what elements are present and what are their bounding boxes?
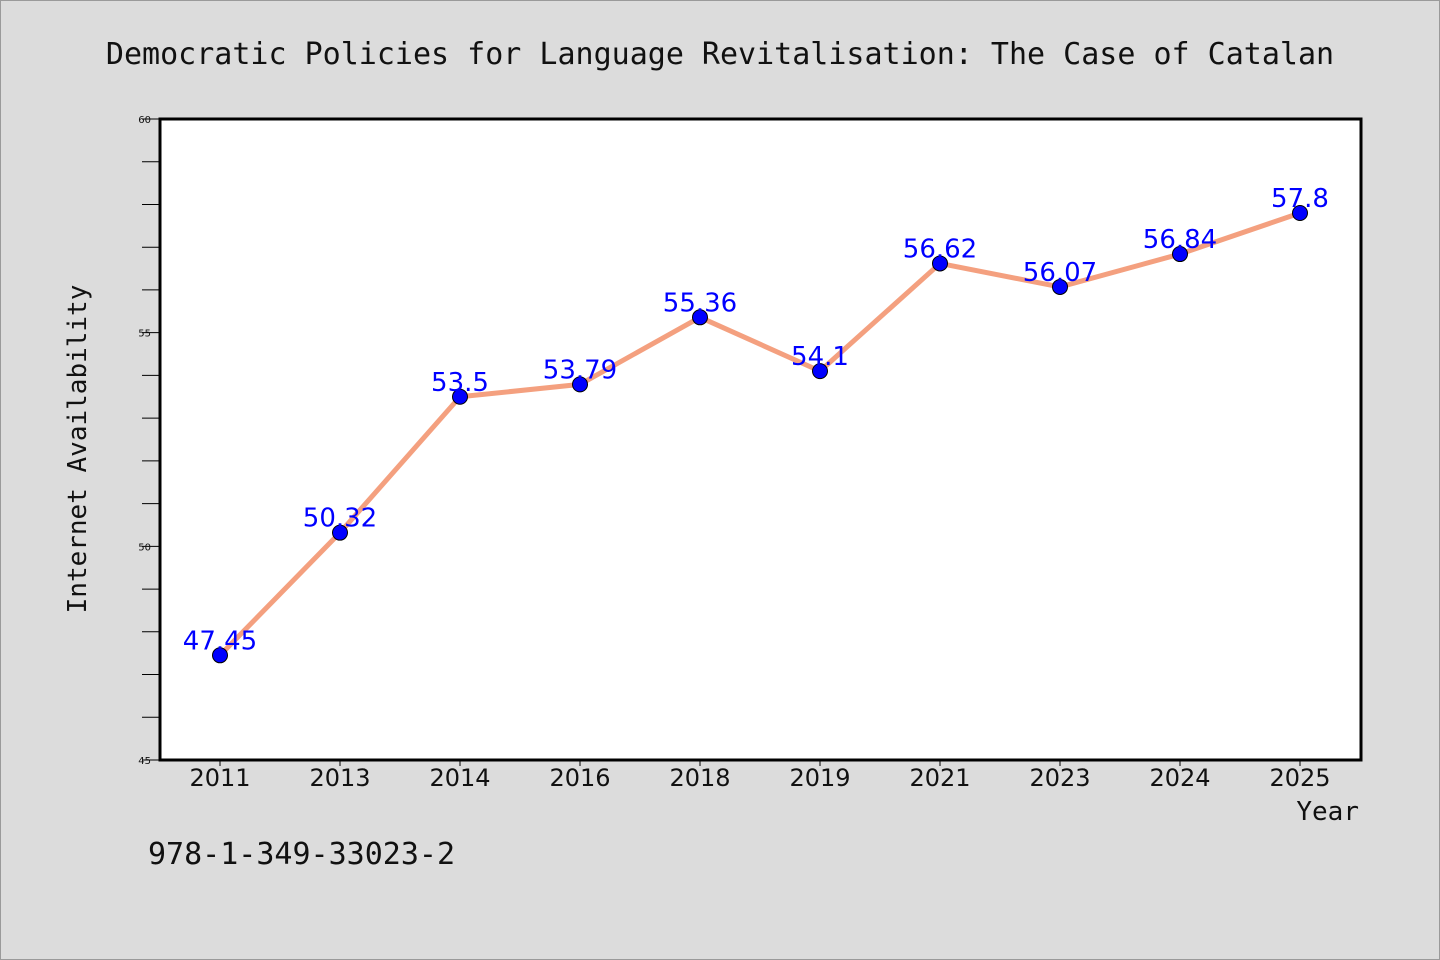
data-label: 56.62 (903, 234, 977, 264)
x-tick-label: 2021 (909, 764, 970, 792)
x-tick-label: 2023 (1029, 764, 1090, 792)
data-point (572, 376, 588, 393)
x-axis: 2011 2013 2014 2016 2018 2019 2021 2023 2024 2025 (189, 760, 1331, 792)
data-point (332, 524, 348, 541)
series-layer: 47.45 50.32 53.5 53.79 55.36 54.1 56.62 56.07 56… (183, 184, 1329, 664)
y-tick-label: 55 (138, 329, 151, 340)
x-tick-label: 2024 (1149, 764, 1210, 792)
data-point (692, 309, 708, 326)
data-point (212, 647, 228, 664)
y-tick-label: 45 (138, 756, 151, 767)
x-tick-label: 2025 (1269, 764, 1330, 792)
data-label: 47.45 (183, 626, 257, 656)
data-label: 50.32 (303, 504, 377, 534)
data-label: 55.36 (663, 288, 737, 318)
x-tick-label: 2011 (189, 764, 250, 792)
chart-title: Democratic Policies for Language Revital… (106, 37, 1334, 72)
data-label: 53.79 (543, 355, 617, 385)
data-point (1172, 246, 1188, 263)
x-tick-label: 2016 (549, 764, 610, 792)
data-point (1292, 205, 1308, 222)
data-point (452, 388, 468, 405)
data-point (812, 363, 828, 380)
plot-area (158, 117, 1363, 762)
y-tick-label: 60 (138, 115, 151, 126)
series-line (218, 210, 1301, 658)
data-point (932, 255, 948, 272)
x-tick-label: 2019 (789, 764, 850, 792)
x-axis-title: Year (1296, 797, 1359, 827)
data-label: 53.5 (431, 368, 489, 398)
x-tick-label: 2013 (309, 764, 370, 792)
data-label: 56.84 (1143, 225, 1217, 255)
data-point (1052, 278, 1068, 295)
data-label: 54.1 (791, 342, 849, 372)
x-tick-label: 2014 (429, 764, 490, 792)
y-tick-label: 50 (138, 542, 151, 553)
y-axis: 45 50 55 60 (138, 115, 160, 767)
x-tick-label: 2018 (669, 764, 730, 792)
footer-isbn: 978-1-349-33023-2 (148, 837, 455, 872)
data-label: 57.8 (1271, 184, 1329, 214)
y-axis-title: Internet Availability (63, 285, 93, 614)
data-label: 56.07 (1023, 258, 1097, 288)
